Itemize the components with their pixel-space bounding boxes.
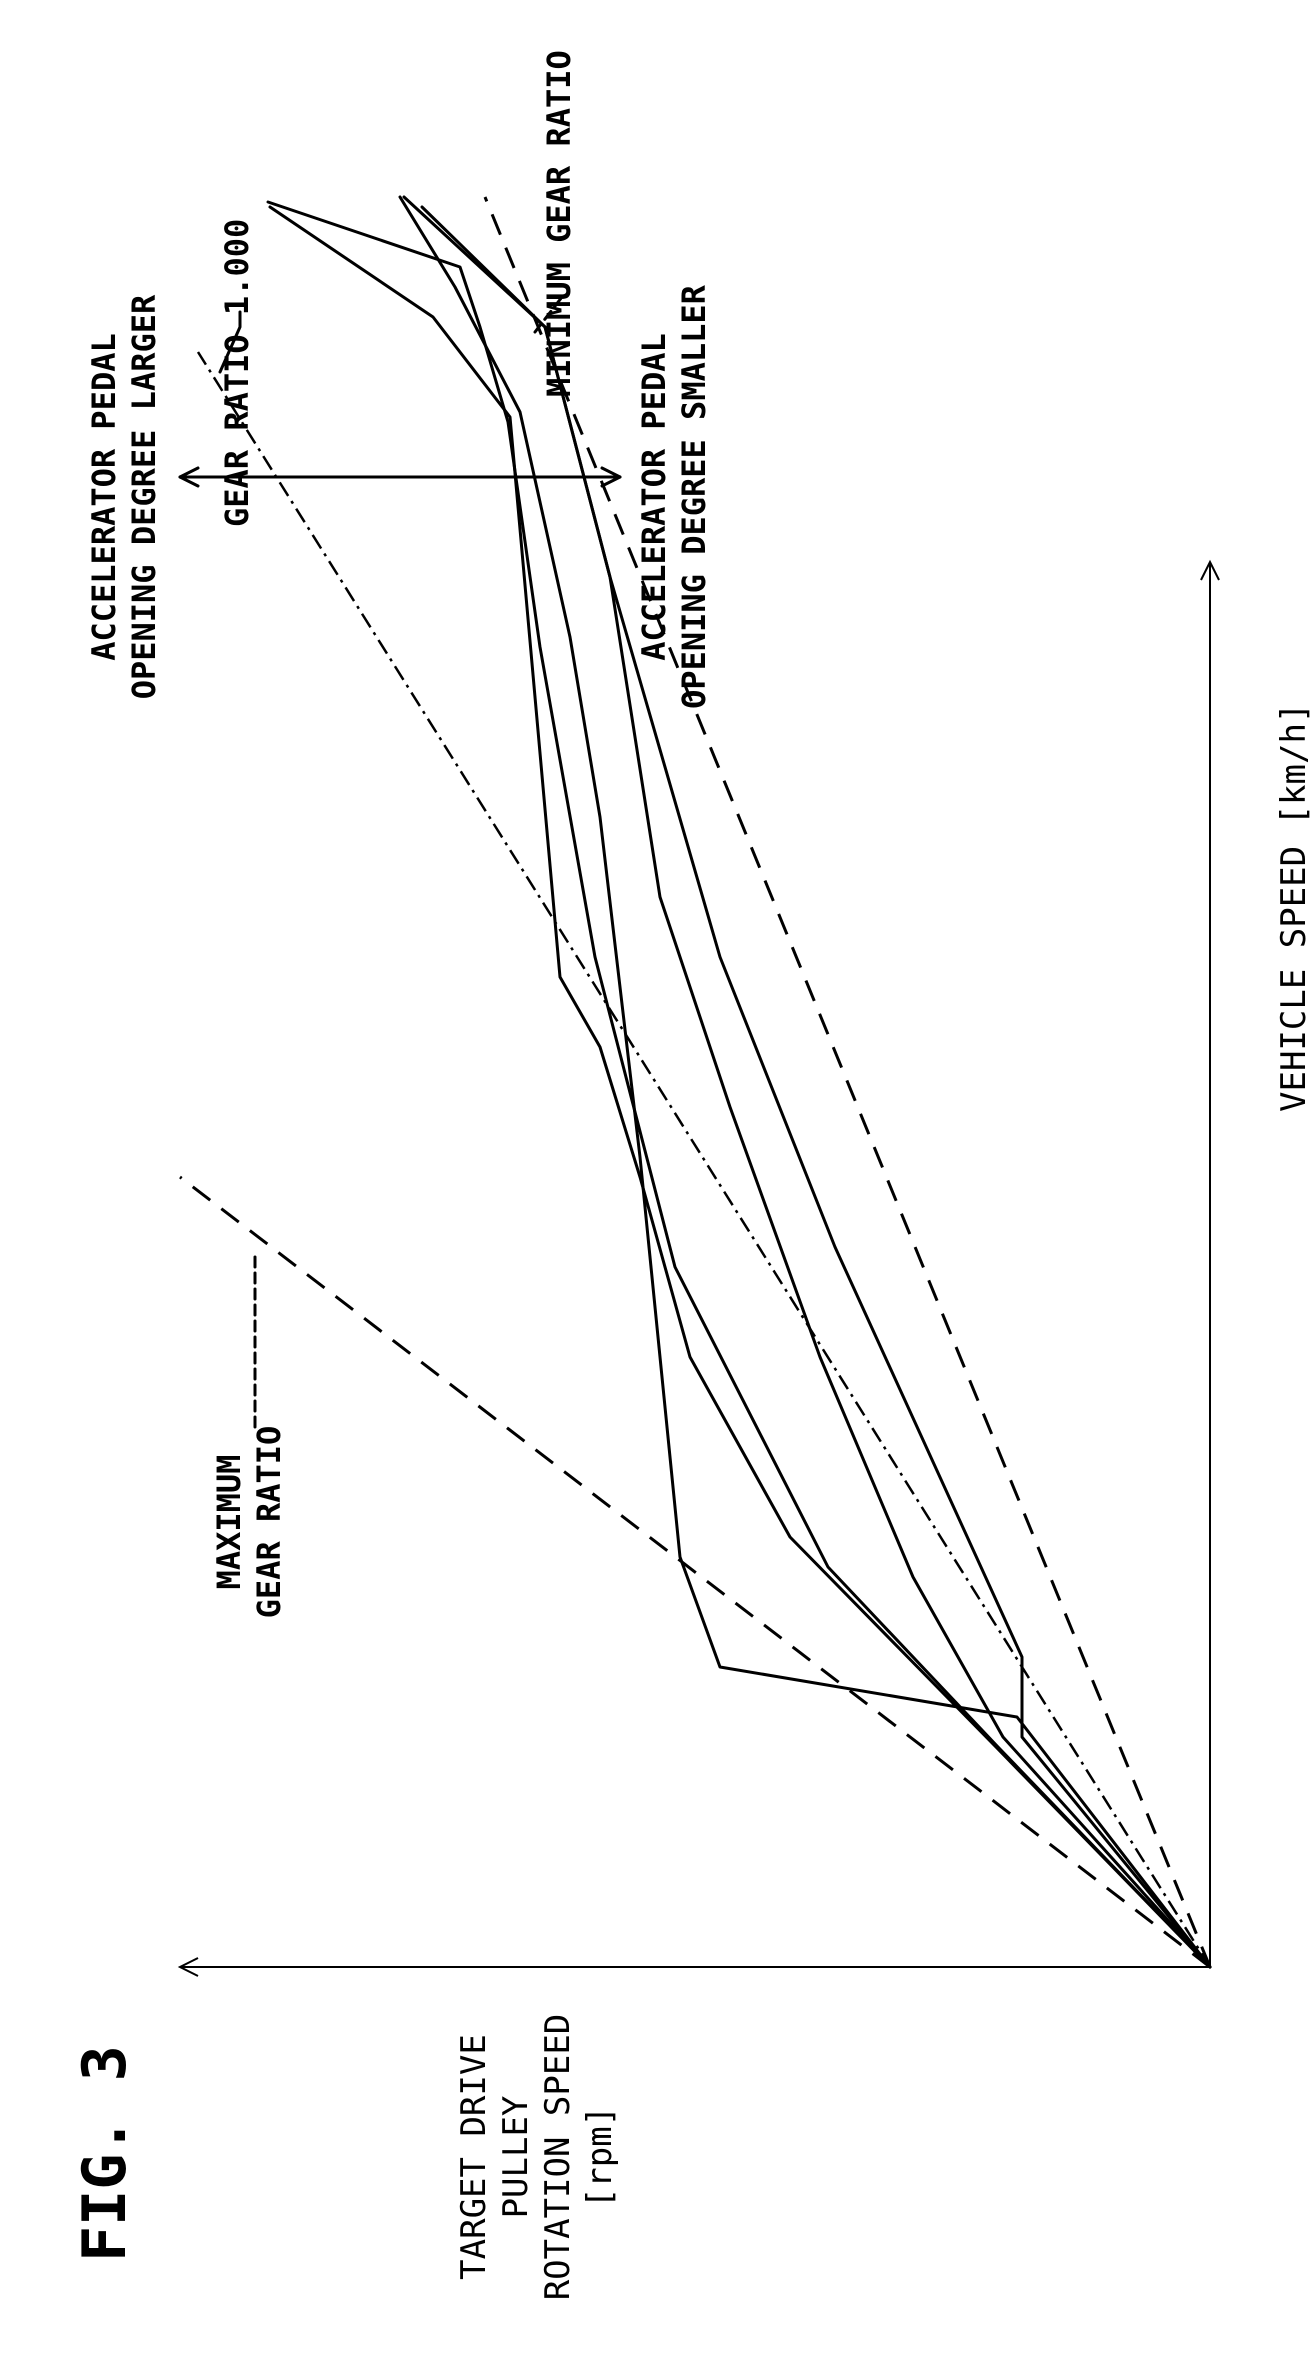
accel-curve-smallest [402,195,1212,1969]
y-axis-label-line-3: ROTATION SPEED [538,2014,578,2301]
accel-curve-3 [420,205,1212,1969]
min-gear-ratio-leader [533,295,564,334]
y-axis-label-line-2: PULLEY [496,2096,536,2219]
accel-opening-arrow-head-top [178,466,200,488]
max-gear-ratio-line [179,1175,1211,1969]
gear-ratio-1-line [196,351,1212,1968]
x-axis-label: VEHICLE SPEED [km/h] [1274,703,1313,1112]
accel-smaller-label-line-1: ACCELERATOR PEDAL [635,333,673,661]
figure-title: FIG. 3 [70,2045,140,2262]
max-gear-ratio-label-line-2: GEAR RATIO [250,1426,288,1619]
min-gear-ratio-line [483,196,1212,1968]
y-axis-label-line-1: TARGET DRIVE [454,2034,494,2280]
accel-larger-label-line-1: ACCELERATOR PEDAL [85,333,123,661]
accel-opening-arrow-head-bottom [600,466,622,488]
y-axis-label-line-4: [rpm] [580,2106,620,2208]
accel-smaller-label-line-2: OPENING DEGREE SMALLER [675,284,713,709]
accel-curve-4 [398,195,1212,1969]
y-axis-arrow [177,1957,199,1977]
gear-ratio-1-leader [218,310,242,374]
gear-ratio-1-label: GEAR RATIO 1.000 [218,219,256,527]
min-gear-ratio-label: MINIMUM GEAR RATIO [540,50,578,397]
accel-curve-largest [266,200,1212,1969]
accel-larger-label-line-2: OPENING DEGREE LARGER [125,294,163,699]
accel-curve-2 [268,205,1212,1969]
max-gear-ratio-label-line-1: MAXIMUM [210,1455,248,1590]
x-axis-arrow [1200,559,1220,581]
